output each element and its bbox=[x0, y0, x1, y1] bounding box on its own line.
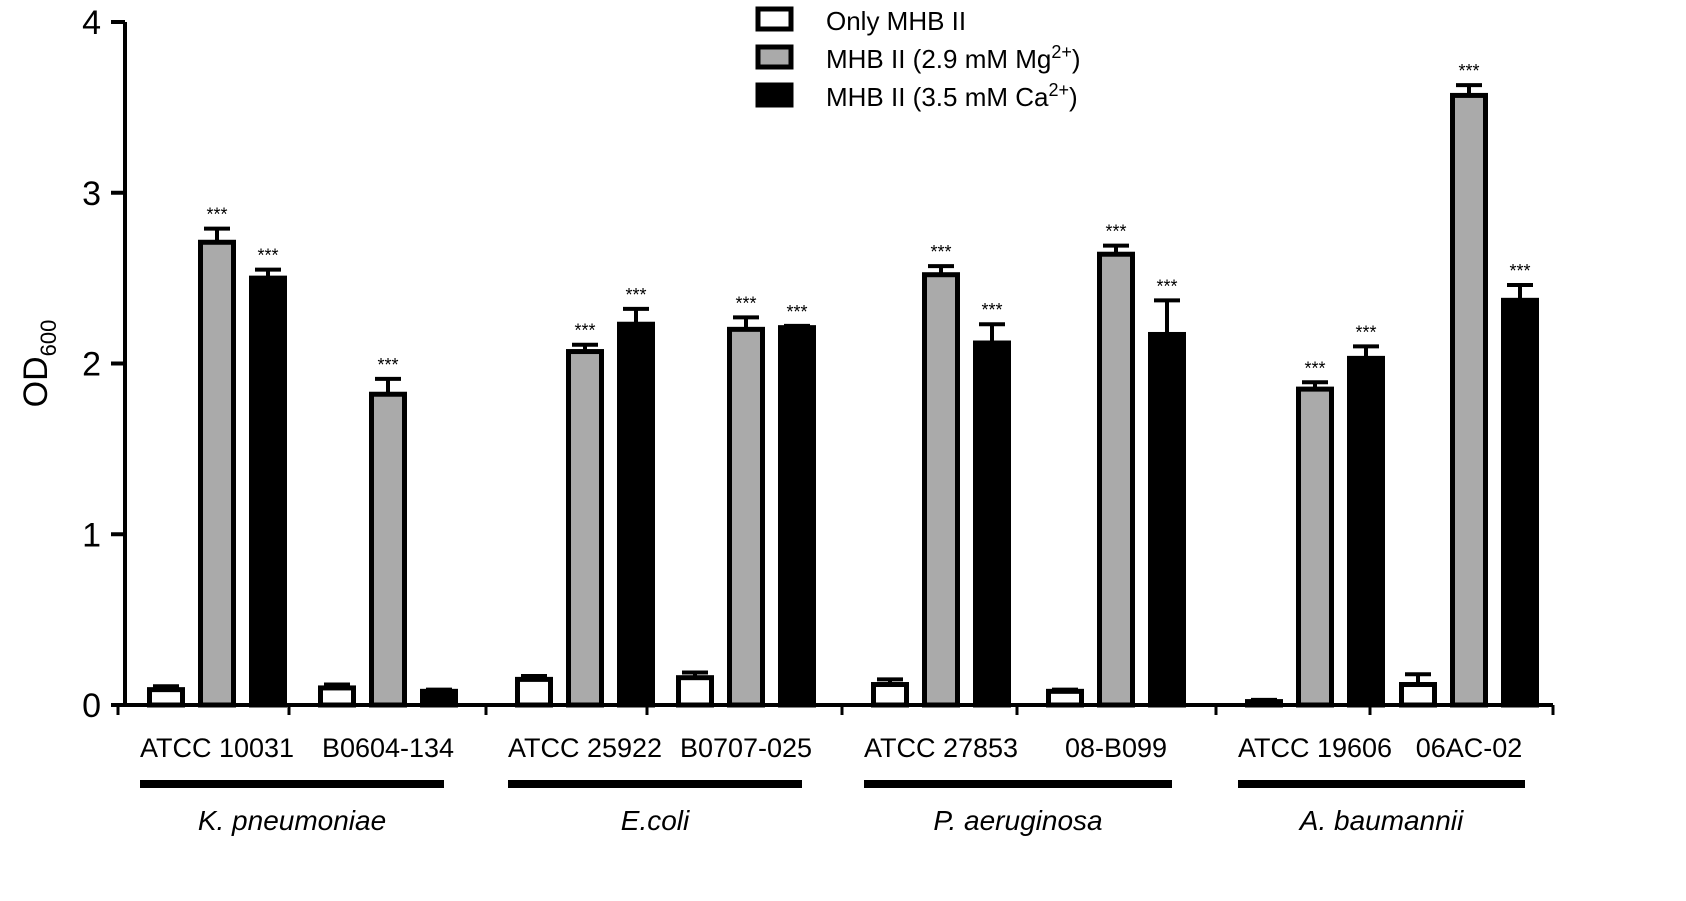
y-tick-label: 4 bbox=[82, 4, 101, 42]
group-bracket bbox=[864, 780, 1172, 788]
bar bbox=[369, 391, 407, 708]
significance-label: *** bbox=[1458, 61, 1479, 81]
bar bbox=[871, 682, 909, 708]
significance-label: *** bbox=[206, 205, 227, 225]
significance-label: *** bbox=[1156, 276, 1177, 296]
category-label: ATCC 27853 bbox=[864, 733, 1018, 763]
y-tick-label: 1 bbox=[82, 516, 101, 554]
group-label: K. pneumoniae bbox=[198, 805, 386, 836]
significance-label: *** bbox=[257, 246, 278, 266]
bar bbox=[1296, 386, 1334, 708]
bar bbox=[515, 676, 553, 708]
bar bbox=[1399, 682, 1437, 708]
significance-label: *** bbox=[786, 302, 807, 322]
bar bbox=[676, 675, 714, 708]
bar bbox=[1148, 331, 1186, 708]
bar bbox=[147, 687, 185, 708]
bar bbox=[420, 688, 458, 708]
significance-label: *** bbox=[574, 321, 595, 341]
bar bbox=[727, 326, 765, 708]
y-axis-label-main: OD bbox=[17, 356, 55, 407]
category-label: ATCC 19606 bbox=[1238, 733, 1392, 763]
legend-label: MHB II (2.9 mM Mg2+) bbox=[826, 42, 1081, 74]
legend-label: Only MHB II bbox=[826, 6, 966, 36]
group-label: E.coli bbox=[621, 805, 690, 836]
bar bbox=[249, 275, 287, 708]
legend-swatch bbox=[755, 82, 794, 108]
y-axis-label: OD600 bbox=[17, 320, 61, 408]
significance-label: *** bbox=[1105, 222, 1126, 242]
bar bbox=[318, 685, 356, 708]
legend-label-main: Only MHB II bbox=[826, 6, 966, 36]
y-axis-label-subscript: 600 bbox=[36, 320, 61, 357]
category-label: 06AC-02 bbox=[1416, 733, 1523, 763]
significance-label: *** bbox=[1355, 322, 1376, 342]
significance-label: *** bbox=[625, 285, 646, 305]
bar bbox=[1347, 355, 1385, 708]
legend-label-main: MHB II (2.9 mM Mg bbox=[826, 44, 1051, 74]
category-label: ATCC 10031 bbox=[140, 733, 294, 763]
bar bbox=[778, 325, 816, 708]
legend-label-superscript: 2+ bbox=[1051, 42, 1072, 62]
bar bbox=[973, 340, 1011, 708]
group-bracket bbox=[1238, 780, 1525, 788]
y-tick-label: 0 bbox=[82, 687, 101, 725]
legend-label-tail: ) bbox=[1072, 44, 1081, 74]
y-tick-label: 3 bbox=[82, 175, 101, 213]
labels: ATCC 10031 B0604-134 ATCC 25922 B0707-025 AT… bbox=[140, 733, 1525, 836]
category-label: ATCC 25922 bbox=[508, 733, 662, 763]
bar bbox=[1501, 297, 1539, 708]
significance-label: *** bbox=[1304, 358, 1325, 378]
bar bbox=[1097, 251, 1135, 708]
group-label: A. baumannii bbox=[1298, 805, 1464, 836]
legend-label-tail: ) bbox=[1069, 82, 1078, 112]
significance-label: *** bbox=[377, 355, 398, 375]
bar bbox=[617, 321, 655, 708]
legend-label-superscript: 2+ bbox=[1048, 80, 1069, 100]
bar bbox=[1450, 92, 1488, 708]
group-bracket bbox=[140, 780, 444, 788]
category-label: 08-B099 bbox=[1065, 733, 1167, 763]
category-label: B0707-025 bbox=[680, 733, 812, 763]
significance-label: *** bbox=[930, 242, 951, 262]
bar bbox=[198, 239, 236, 708]
bar bbox=[1046, 688, 1084, 708]
legend-label-main: MHB II (3.5 mM Ca bbox=[826, 82, 1049, 112]
group-bracket bbox=[508, 780, 802, 788]
bar bbox=[566, 349, 604, 708]
bars: *** *** *** *** *** *** *** *** *** *** *** *** *** *… bbox=[147, 61, 1539, 708]
legend-swatch bbox=[755, 44, 794, 70]
y-tick-label: 2 bbox=[82, 346, 101, 384]
bar bbox=[1245, 699, 1283, 708]
bar bbox=[922, 272, 960, 708]
significance-label: *** bbox=[735, 293, 756, 313]
legend-swatch bbox=[755, 6, 794, 32]
group-label: P. aeruginosa bbox=[933, 805, 1102, 836]
category-label: B0604-134 bbox=[322, 733, 454, 763]
legend-label: MHB II (3.5 mM Ca2+) bbox=[826, 80, 1078, 112]
significance-label: *** bbox=[1509, 261, 1530, 281]
significance-label: *** bbox=[981, 300, 1002, 320]
